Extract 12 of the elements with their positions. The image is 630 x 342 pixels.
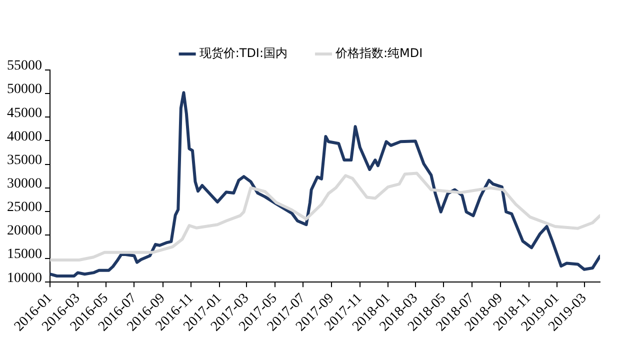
legend-label: 现货价:TDI:国内 [199,46,288,60]
y-tick-label: 55000 [7,58,42,74]
y-tick-label: 50000 [7,82,42,98]
y-tick-label: 30000 [7,176,42,192]
y-tick-label: 10000 [7,270,42,286]
y-tick-label: 35000 [7,152,42,168]
legend-label: 价格指数:纯MDI [334,46,423,60]
y-tick-label: 40000 [7,129,42,144]
y-tick-label: 25000 [7,200,42,216]
y-tick-label: 45000 [7,106,42,121]
y-tick-label: 15000 [7,247,42,262]
y-tick-label: 20000 [7,224,42,239]
